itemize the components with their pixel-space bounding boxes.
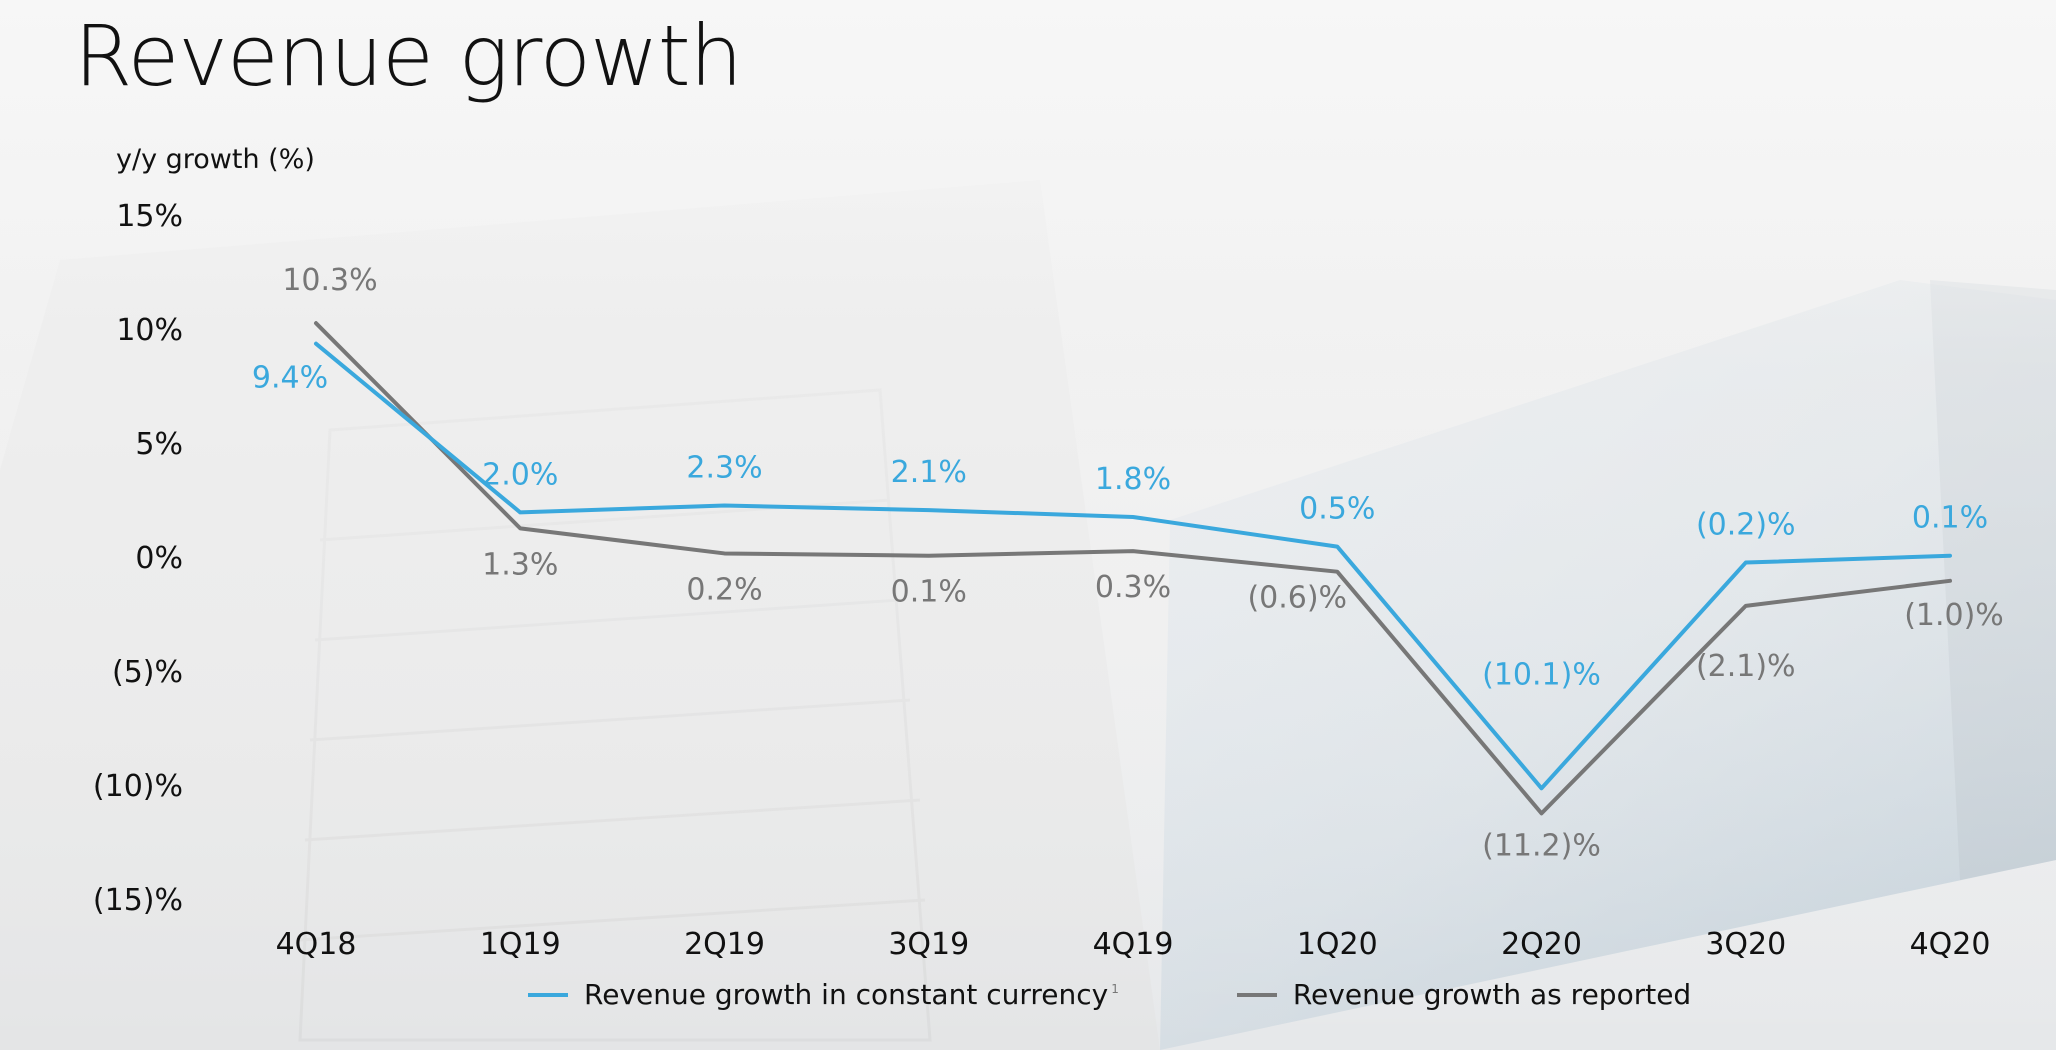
- data-label-as-reported: 1.3%: [482, 547, 558, 582]
- legend-swatch-constant-currency: [528, 992, 568, 997]
- x-tick-label: 4Q19: [1093, 927, 1174, 962]
- y-tick-label: (15)%: [93, 883, 183, 918]
- page-title: Revenue growth: [74, 7, 743, 105]
- data-label-constant-currency: 9.4%: [252, 361, 328, 396]
- y-axis-label: y/y growth (%): [116, 144, 315, 175]
- chart-legend: Revenue growth in constant currency 1 Re…: [528, 978, 1809, 1011]
- x-tick-label: 1Q20: [1297, 927, 1378, 962]
- data-label-constant-currency: 2.1%: [891, 455, 967, 490]
- data-label-as-reported: 0.2%: [686, 572, 762, 607]
- legend-item-constant-currency: Revenue growth in constant currency 1: [528, 978, 1119, 1011]
- data-label-as-reported: 0.1%: [891, 575, 967, 610]
- data-label-as-reported: 10.3%: [282, 263, 377, 298]
- legend-label-constant-currency: Revenue growth in constant currency: [584, 978, 1109, 1011]
- y-tick-label: 5%: [135, 427, 183, 462]
- x-tick-label: 3Q20: [1705, 927, 1786, 962]
- series-line-as-reported: [314, 321, 1952, 816]
- x-tick-label: 1Q19: [480, 927, 561, 962]
- data-label-as-reported: (1.0)%: [1904, 598, 2004, 633]
- footnote-marker: 1: [1111, 981, 1119, 996]
- x-tick-label: 2Q20: [1501, 927, 1582, 962]
- x-tick-label: 2Q19: [684, 927, 765, 962]
- x-tick-label: 3Q19: [888, 927, 969, 962]
- legend-item-as-reported: Revenue growth as reported: [1236, 978, 1692, 1011]
- y-tick-label: 0%: [135, 541, 183, 576]
- data-label-constant-currency: (10.1)%: [1482, 657, 1601, 692]
- data-label-constant-currency: 2.0%: [482, 457, 558, 492]
- y-tick-label: (5)%: [112, 655, 183, 690]
- data-label-constant-currency: 1.8%: [1095, 462, 1171, 497]
- legend-swatch-as-reported: [1236, 992, 1277, 997]
- data-label-constant-currency: 0.5%: [1299, 492, 1375, 527]
- data-label-as-reported: (11.2)%: [1482, 828, 1601, 863]
- y-tick-label: (10)%: [93, 769, 183, 804]
- data-label-constant-currency: 0.1%: [1912, 501, 1988, 536]
- data-label-constant-currency: (0.2)%: [1696, 508, 1796, 543]
- data-label-as-reported: (2.1)%: [1696, 649, 1796, 684]
- x-tick-label: 4Q18: [276, 927, 357, 962]
- y-tick-label: 15%: [116, 199, 183, 234]
- series-line-constant-currency: [314, 341, 1952, 791]
- y-tick-label: 10%: [116, 313, 183, 348]
- data-label-constant-currency: 2.3%: [686, 451, 762, 486]
- x-tick-label: 4Q20: [1910, 927, 1991, 962]
- data-label-as-reported: (0.6)%: [1247, 581, 1347, 616]
- legend-label-as-reported: Revenue growth as reported: [1292, 978, 1692, 1011]
- data-label-as-reported: 0.3%: [1095, 570, 1171, 605]
